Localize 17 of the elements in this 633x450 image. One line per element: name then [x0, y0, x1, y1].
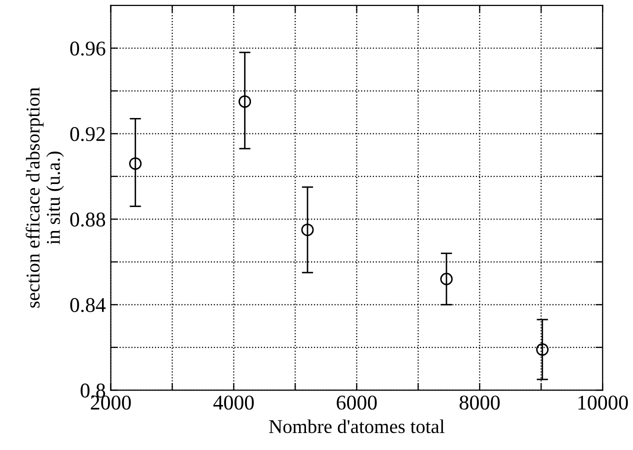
- y-tick-label: 0.8: [80, 384, 106, 398]
- point: [301, 224, 314, 236]
- x-tick-label: 4000: [213, 396, 254, 410]
- x-tick-label: 6000: [336, 396, 377, 410]
- x-tick-label: 10000: [578, 396, 628, 410]
- point: [129, 157, 142, 170]
- y-tick-label: 0.84: [70, 298, 106, 312]
- x-tick-label: 2000: [90, 396, 131, 410]
- y-tick-label: 0.96: [70, 42, 106, 56]
- y-axis-title: section efficace d'absorption in situ (u.a.): [26, 87, 64, 308]
- point: [536, 343, 549, 356]
- y-tick-label: 0.92: [70, 127, 105, 142]
- y-tick-label: 0.88: [70, 212, 106, 227]
- x-tick-label: 8000: [460, 396, 500, 410]
- point: [440, 272, 453, 286]
- point: [238, 95, 252, 108]
- x-axis-title: Nombre d'atomes total: [269, 419, 444, 434]
